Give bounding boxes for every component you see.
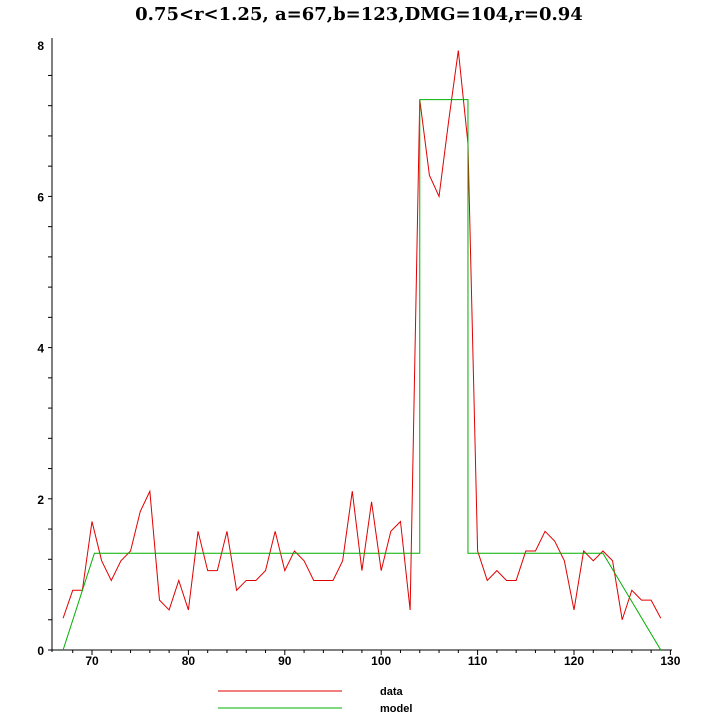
y-tick-label: 8 <box>37 39 44 53</box>
series-line-data <box>62 50 662 620</box>
x-tick-label: 110 <box>468 654 488 668</box>
x-tick-label: 120 <box>564 654 584 668</box>
x-tick-label: 80 <box>182 654 196 668</box>
x-tick-label: 130 <box>660 654 680 668</box>
y-tick-label: 0 <box>37 644 44 658</box>
legend-label-model: model <box>380 703 412 715</box>
y-tick-label: 4 <box>37 342 44 356</box>
x-tick-label: 90 <box>278 654 292 668</box>
x-tick-label: 100 <box>371 654 391 668</box>
chart-title: 0.75<r<1.25, a=67,b=123,DMG=104,r=0.94 <box>135 4 583 25</box>
y-tick-label: 6 <box>37 190 44 204</box>
series-line-model <box>62 99 662 651</box>
y-tick-label: 2 <box>37 493 44 507</box>
legend-label-data: data <box>380 686 404 698</box>
x-tick-label: 70 <box>85 654 99 668</box>
